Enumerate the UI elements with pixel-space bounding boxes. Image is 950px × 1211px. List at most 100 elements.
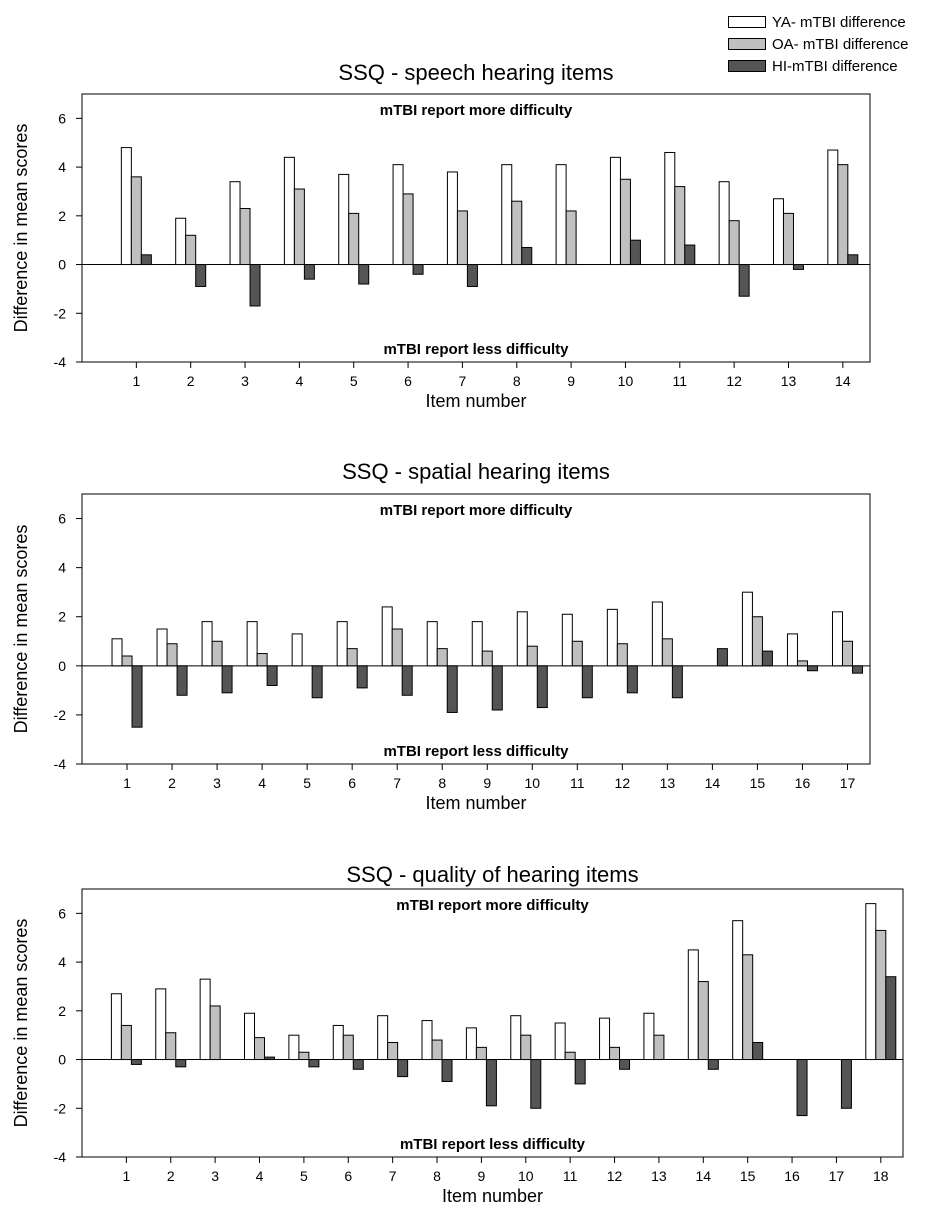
x-tick-label: 3 — [213, 775, 221, 791]
bar-hi-item-14 — [847, 254, 859, 266]
y-tick-label: 2 — [58, 609, 66, 625]
annotation-less-difficulty: mTBI report less difficulty — [383, 743, 569, 760]
legend-label-oa: OA- mTBI difference — [772, 35, 909, 53]
bar-hi-item-9 — [491, 665, 503, 711]
bar-ya-item-8 — [426, 621, 438, 667]
bar-hi-item-8 — [446, 665, 458, 713]
x-tick-label: 13 — [660, 775, 676, 791]
bar-oa-item-1 — [120, 1024, 132, 1061]
x-tick-label: 14 — [696, 1168, 712, 1184]
bar-hi-item-6 — [412, 264, 424, 275]
x-tick-label: 12 — [615, 775, 631, 791]
bar-ya-item-14 — [687, 949, 699, 1061]
chart-title: SSQ - quality of hearing items — [346, 862, 638, 887]
bar-hi-item-13 — [792, 264, 804, 270]
bar-ya-item-5 — [291, 633, 303, 667]
bar-ya-item-16 — [786, 633, 798, 667]
chart-title: SSQ - spatial hearing items — [342, 459, 610, 484]
bar-oa-item-7 — [456, 210, 468, 266]
y-tick-label: -4 — [54, 1149, 67, 1165]
bar-hi-item-6 — [356, 665, 368, 689]
bar-hi-item-12 — [626, 665, 638, 694]
bar-ya-item-1 — [111, 638, 123, 667]
bar-hi-item-9 — [485, 1059, 497, 1107]
x-tick-label: 3 — [241, 373, 249, 389]
y-tick-label: -4 — [54, 354, 67, 370]
bar-ya-item-3 — [229, 181, 241, 266]
plot-frame — [81, 888, 904, 1158]
bar-ya-item-1 — [120, 147, 132, 266]
bar-oa-item-12 — [609, 1046, 621, 1061]
legend: YA- mTBI difference OA- mTBI difference … — [728, 11, 948, 77]
x-tick-label: 17 — [840, 775, 856, 791]
bar-ya-item-4 — [244, 1012, 256, 1061]
bar-oa-item-13 — [653, 1034, 665, 1061]
bar-oa-item-4 — [254, 1037, 266, 1061]
bar-hi-item-8 — [521, 246, 533, 266]
bar-ya-item-9 — [471, 621, 483, 667]
y-tick-label: 0 — [58, 658, 66, 674]
x-tick-label: 2 — [187, 373, 195, 389]
y-tick-label: -2 — [54, 707, 67, 723]
x-tick-label: 9 — [483, 775, 491, 791]
annotation-more-difficulty: mTBI report more difficulty — [380, 102, 573, 119]
bar-hi-item-17 — [840, 1059, 852, 1109]
x-tick-label: 8 — [438, 775, 446, 791]
x-tick-label: 12 — [607, 1168, 623, 1184]
bar-hi-item-15 — [761, 650, 773, 667]
x-tick-label: 1 — [122, 1168, 130, 1184]
bar-oa-item-8 — [511, 200, 523, 266]
x-tick-label: 6 — [344, 1168, 352, 1184]
bar-hi-item-13 — [671, 665, 683, 699]
bar-ya-item-13 — [772, 198, 784, 266]
x-tick-label: 10 — [618, 373, 634, 389]
y-tick-label: 6 — [58, 511, 66, 527]
y-tick-label: -2 — [54, 1100, 67, 1116]
x-tick-label: 6 — [404, 373, 412, 389]
bar-hi-item-2 — [176, 665, 188, 696]
bar-hi-item-11 — [574, 1059, 586, 1085]
bar-hi-item-7 — [466, 264, 478, 287]
x-tick-label: 5 — [303, 775, 311, 791]
bar-oa-item-15 — [742, 954, 754, 1061]
bar-oa-item-14 — [837, 164, 849, 266]
bar-hi-item-11 — [581, 665, 593, 699]
bar-hi-item-12 — [738, 264, 750, 297]
bar-ya-item-3 — [201, 621, 213, 667]
bar-hi-item-1 — [130, 1059, 142, 1065]
bar-ya-item-6 — [336, 621, 348, 667]
bar-ya-item-14 — [827, 149, 839, 266]
y-tick-label: -4 — [54, 756, 67, 772]
x-tick-label: 4 — [258, 775, 266, 791]
annotation-less-difficulty: mTBI report less difficulty — [400, 1136, 586, 1153]
bar-hi-item-10 — [530, 1059, 542, 1109]
x-tick-label: 13 — [651, 1168, 667, 1184]
bar-hi-item-16 — [796, 1059, 808, 1117]
bar-ya-item-7 — [381, 606, 393, 667]
bar-oa-item-17 — [841, 640, 853, 667]
legend-item-oa: OA- mTBI difference — [728, 33, 948, 55]
annotation-more-difficulty: mTBI report more difficulty — [380, 502, 573, 519]
bar-ya-item-3 — [199, 978, 211, 1061]
bar-ya-item-5 — [288, 1034, 300, 1061]
bar-ya-item-17 — [831, 611, 843, 667]
x-tick-label: 1 — [123, 775, 131, 791]
legend-item-hi: HI-mTBI difference — [728, 55, 948, 77]
bar-oa-item-11 — [564, 1051, 576, 1061]
y-axis-label: Difference in mean scores — [11, 525, 31, 734]
chart-title: SSQ - speech hearing items — [338, 60, 613, 85]
x-tick-label: 5 — [350, 373, 358, 389]
x-tick-label: 13 — [781, 373, 797, 389]
bar-hi-item-5 — [358, 264, 370, 285]
bar-oa-item-3 — [211, 640, 223, 667]
bar-ya-item-4 — [283, 156, 295, 266]
x-tick-label: 7 — [459, 373, 467, 389]
bar-ya-item-11 — [664, 151, 676, 266]
bar-hi-item-7 — [397, 1059, 409, 1078]
bar-ya-item-13 — [643, 1012, 655, 1061]
annotation-less-difficulty: mTBI report less difficulty — [383, 341, 569, 358]
bar-oa-item-16 — [796, 660, 808, 667]
bar-hi-item-11 — [684, 244, 696, 266]
bar-hi-item-3 — [221, 665, 233, 694]
bar-ya-item-7 — [377, 1015, 389, 1061]
